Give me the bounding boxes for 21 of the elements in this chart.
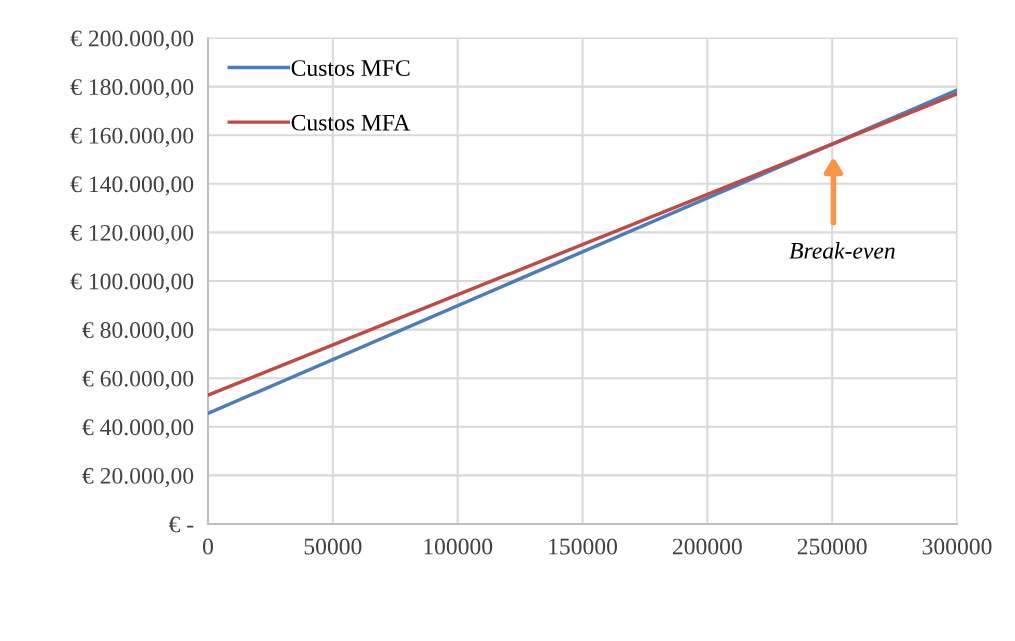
x-tick-label: 0 bbox=[203, 538, 213, 555]
y-tick-label: € 160.000,00 bbox=[70, 127, 194, 148]
legend-label: Custos MFC bbox=[291, 60, 410, 77]
x-tick-label: 250000 bbox=[797, 538, 867, 555]
y-tick-label: € 80.000,00 bbox=[82, 322, 194, 342]
x-tick-label: 150000 bbox=[549, 538, 618, 555]
y-tick-label: € 120.000,00 bbox=[70, 224, 194, 245]
legend-label: Custos MFA bbox=[291, 114, 411, 131]
x-tick-label: 50000 bbox=[304, 538, 362, 555]
y-tick-label: € 140.000,00 bbox=[70, 176, 194, 196]
y-tick-label: € 20.000,00 bbox=[82, 467, 194, 488]
y-tick-label: € 100.000,00 bbox=[70, 273, 194, 293]
x-tick-label: 300000 bbox=[922, 538, 992, 555]
y-tick-label: € 40.000,00 bbox=[82, 419, 194, 439]
x-tick-label: 200000 bbox=[672, 538, 742, 555]
x-tick-label: 100000 bbox=[424, 538, 493, 555]
y-tick-label: € 200.000,00 bbox=[70, 30, 194, 50]
annotation: Break-even bbox=[789, 242, 895, 259]
y-tick-label: € - bbox=[168, 516, 194, 533]
y-tick-label: € 180.000,00 bbox=[70, 79, 194, 99]
y-tick-label: € 60.000,00 bbox=[82, 370, 194, 391]
